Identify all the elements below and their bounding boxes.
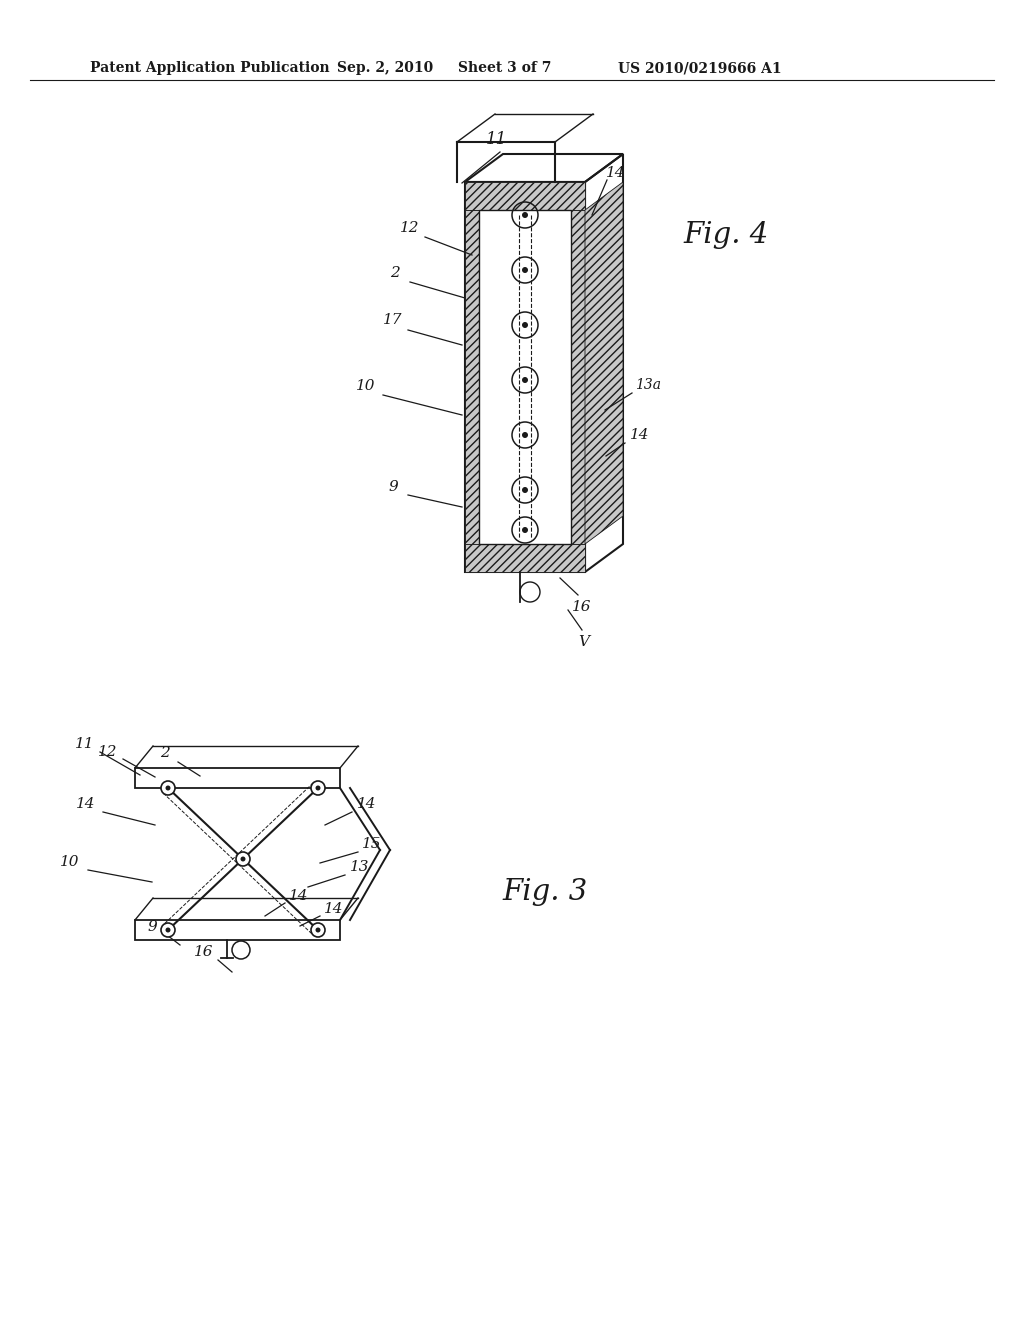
Text: 13: 13 <box>350 861 370 874</box>
Polygon shape <box>465 210 479 544</box>
Text: Fig. 3: Fig. 3 <box>503 878 588 906</box>
Text: 12: 12 <box>98 744 118 759</box>
Text: 14: 14 <box>357 797 377 810</box>
Text: 12: 12 <box>400 220 420 235</box>
Polygon shape <box>465 182 585 210</box>
Text: 10: 10 <box>356 379 376 393</box>
Text: Fig. 4: Fig. 4 <box>683 220 769 249</box>
Polygon shape <box>571 210 585 544</box>
Circle shape <box>522 487 528 492</box>
Circle shape <box>522 322 528 327</box>
Text: V: V <box>579 635 590 649</box>
Text: 16: 16 <box>195 945 214 960</box>
Polygon shape <box>479 210 571 544</box>
Text: Sep. 2, 2010: Sep. 2, 2010 <box>337 61 433 75</box>
Text: 14: 14 <box>606 166 626 180</box>
Text: 11: 11 <box>75 737 95 751</box>
Circle shape <box>522 527 528 533</box>
Text: 2: 2 <box>390 267 400 280</box>
Text: 9: 9 <box>147 920 157 935</box>
Circle shape <box>315 928 321 932</box>
Circle shape <box>315 785 321 791</box>
Circle shape <box>311 923 325 937</box>
Text: 14: 14 <box>325 902 344 916</box>
Text: Sheet 3 of 7: Sheet 3 of 7 <box>459 61 552 75</box>
Text: 13a: 13a <box>635 378 662 392</box>
Circle shape <box>161 781 175 795</box>
Circle shape <box>161 923 175 937</box>
Text: 14: 14 <box>289 888 309 903</box>
Circle shape <box>522 267 528 273</box>
Circle shape <box>311 781 325 795</box>
Text: 11: 11 <box>485 132 507 149</box>
Text: US 2010/0219666 A1: US 2010/0219666 A1 <box>618 61 781 75</box>
Circle shape <box>522 432 528 438</box>
Polygon shape <box>465 544 585 572</box>
Circle shape <box>241 857 246 862</box>
Text: 9: 9 <box>388 480 398 494</box>
Circle shape <box>236 851 250 866</box>
Circle shape <box>166 928 171 932</box>
Text: 14: 14 <box>76 797 96 810</box>
Text: 2: 2 <box>160 746 170 760</box>
Text: 16: 16 <box>572 601 592 614</box>
Circle shape <box>166 785 171 791</box>
Polygon shape <box>585 182 623 544</box>
Circle shape <box>522 213 528 218</box>
Text: 10: 10 <box>60 855 80 869</box>
Circle shape <box>522 378 528 383</box>
Text: 17: 17 <box>383 313 402 327</box>
Text: Patent Application Publication: Patent Application Publication <box>90 61 330 75</box>
Text: 15: 15 <box>362 837 382 851</box>
Text: 14: 14 <box>630 428 650 442</box>
